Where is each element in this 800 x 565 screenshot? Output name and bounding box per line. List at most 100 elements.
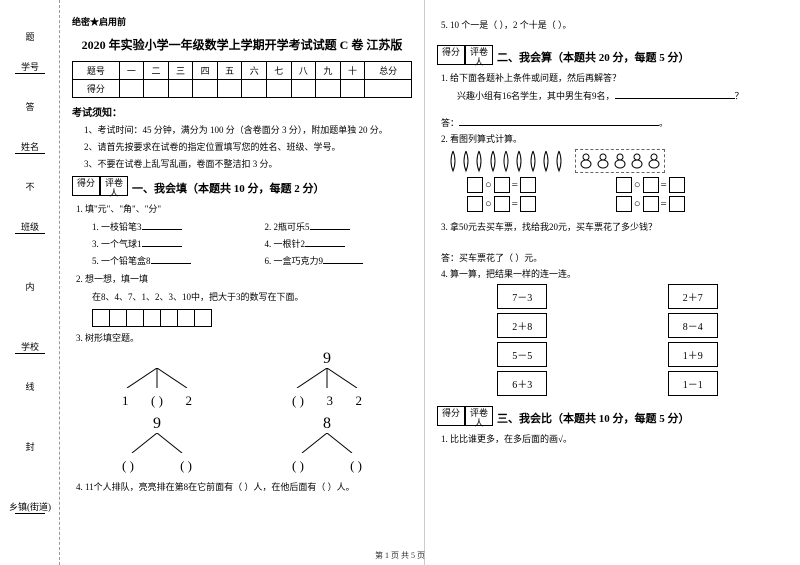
match-box: 2＋8 bbox=[497, 313, 547, 338]
tree-diagram: 8 ( )( ) bbox=[277, 415, 377, 474]
match-box: 8－4 bbox=[668, 313, 718, 338]
calc-cell bbox=[669, 177, 685, 193]
q2-3: 3. 拿50元去买车票，找给我20元，买车票花了多少钱？ bbox=[441, 220, 778, 233]
secret-label: 绝密★启用前 bbox=[72, 15, 412, 28]
q1-2-text: 在8、4、7、1、2、3、10中，把大于3的数写在下面。 bbox=[92, 290, 304, 303]
calc-cell bbox=[494, 196, 510, 212]
td bbox=[365, 80, 412, 98]
q2-1: 1. 给下面各题补上条件或问题，然后再解答？ bbox=[441, 71, 778, 84]
q1-3: 3. 树形填空题。 bbox=[76, 331, 412, 344]
grid-cell bbox=[177, 309, 195, 327]
tree-diagram: 9 ( )( ) bbox=[107, 415, 207, 474]
td bbox=[193, 80, 218, 98]
exam-title: 2020 年实验小学一年级数学上学期开学考试试题 C 卷 江苏版 bbox=[72, 36, 412, 53]
th: 九 bbox=[316, 62, 341, 80]
tree-lines-icon bbox=[277, 433, 377, 453]
item: 1. 一枝铅笔3 bbox=[92, 220, 242, 233]
match-box: 7－3 bbox=[497, 284, 547, 309]
feather-icon bbox=[527, 149, 539, 173]
tree-top: 9 bbox=[107, 415, 207, 433]
item: 2. 2瓶可乐5 bbox=[265, 220, 350, 233]
table-row: 题号 一 二 三 四 五 六 七 八 九 十 总分 bbox=[73, 62, 412, 80]
binding-xian: 线 bbox=[2, 380, 58, 393]
match-box: 5－5 bbox=[497, 342, 547, 367]
th: 题号 bbox=[73, 62, 120, 80]
calc-equation: ○= bbox=[467, 177, 536, 193]
exam-page: 题 学号 答 姓名 不 班级 内 学校 线 封 乡镇(街道) 绝密★启用前 20… bbox=[0, 0, 800, 565]
feather-icon bbox=[540, 149, 552, 173]
calc-cell bbox=[467, 177, 483, 193]
answer-grid bbox=[92, 309, 412, 327]
bee-icon bbox=[646, 152, 662, 170]
right-column: 5. 10 个一是（ ），2 个十是（ ）。 得分 评卷人 二、我会算（本题共 … bbox=[425, 0, 790, 565]
td bbox=[144, 80, 169, 98]
tree-leaves: 1( )2 bbox=[107, 393, 207, 409]
grid-cell bbox=[126, 309, 144, 327]
score-cell: 得分 bbox=[72, 176, 100, 196]
calc-equation: ○= bbox=[616, 177, 685, 193]
q1-4: 4. 11个人排队，亮亮排在第8在它前面有（ ）人，在他后面有（ ）人。 bbox=[76, 480, 412, 493]
score-cell: 得分 bbox=[437, 45, 465, 65]
td bbox=[242, 80, 267, 98]
item: 3. 一个气球1 bbox=[92, 237, 242, 250]
q1-5: 5. 10 个一是（ ），2 个十是（ ）。 bbox=[441, 18, 778, 31]
th: 八 bbox=[291, 62, 316, 80]
td bbox=[217, 80, 242, 98]
grid-cell bbox=[109, 309, 127, 327]
binding-da: 答 bbox=[2, 100, 58, 113]
q2-3-ans: 答：买车票花了（ ）元。 bbox=[441, 251, 778, 264]
calc-equation: ○= bbox=[616, 196, 685, 212]
notice-item: 1、考试时间：45 分钟，满分为 100 分（含卷面分 3 分），附加题单独 2… bbox=[84, 123, 412, 136]
tree-top: 8 bbox=[277, 415, 377, 433]
th: 二 bbox=[144, 62, 169, 80]
q1-1-items: 1. 一枝铅笔3 2. 2瓶可乐5 3. 一个气球1 4. 一根针2 5. 一个… bbox=[72, 218, 412, 269]
q2-1-sub: 兴趣小组有16名学生，其中男生有9名，？ bbox=[457, 89, 744, 102]
td bbox=[291, 80, 316, 98]
feather-group bbox=[447, 149, 485, 173]
bee-icon bbox=[612, 152, 628, 170]
th: 十 bbox=[340, 62, 365, 80]
match-box: 1＋9 bbox=[668, 342, 718, 367]
calc-cell bbox=[616, 177, 632, 193]
calc-row: ○= ○= bbox=[437, 177, 778, 193]
tree-lines-icon bbox=[107, 368, 207, 388]
calc-cell bbox=[467, 196, 483, 212]
tree-leaves: ( )( ) bbox=[107, 458, 207, 474]
calc-cell bbox=[616, 196, 632, 212]
feather-icon bbox=[473, 149, 485, 173]
marker-cell: 评卷人 bbox=[100, 176, 128, 196]
section-score-box: 得分 评卷人 一、我会填（本题共 10 分，每题 2 分） bbox=[72, 176, 412, 196]
tree-top: 9 bbox=[277, 350, 377, 368]
tree-row-2: 9 ( )( ) 8 ( )( ) bbox=[72, 415, 412, 474]
feather-icon bbox=[460, 149, 472, 173]
th: 六 bbox=[242, 62, 267, 80]
feather-icon bbox=[513, 149, 525, 173]
th: 四 bbox=[193, 62, 218, 80]
notice-title: 考试须知： bbox=[72, 104, 412, 119]
binding-xiangzhen: 乡镇(街道) bbox=[2, 500, 58, 514]
feather-icon bbox=[487, 149, 499, 173]
td bbox=[267, 80, 292, 98]
q2-4: 4. 算一算，把结果一样的连一连。 bbox=[441, 267, 778, 280]
binding-margin: 题 学号 答 姓名 不 班级 内 学校 线 封 乡镇(街道) bbox=[0, 0, 60, 565]
item: 4. 一根针2 bbox=[265, 237, 346, 250]
feather-icon bbox=[447, 149, 459, 173]
q2-2: 2. 看图列算式计算。 bbox=[441, 132, 778, 145]
feather-icon bbox=[500, 149, 512, 173]
q3-1: 1. 比比谁更多，在多后面的画√。 bbox=[441, 432, 778, 445]
item: 6. 一盒巧克力9 bbox=[265, 254, 364, 267]
tree-leaves: ( )32 bbox=[277, 393, 377, 409]
grid-cell bbox=[160, 309, 178, 327]
marker-cell: 评卷人 bbox=[465, 45, 493, 65]
feather-icon bbox=[553, 149, 565, 173]
th: 七 bbox=[267, 62, 292, 80]
th: 三 bbox=[168, 62, 193, 80]
binding-xuexiao: 学校 bbox=[2, 340, 58, 354]
calc-equation: ○= bbox=[467, 196, 536, 212]
bee-group bbox=[575, 149, 665, 173]
binding-banji: 班级 bbox=[2, 220, 58, 234]
bee-icon bbox=[629, 152, 645, 170]
td bbox=[168, 80, 193, 98]
picture-equation bbox=[447, 149, 778, 173]
match-row: 2＋8 8－4 bbox=[437, 313, 778, 338]
